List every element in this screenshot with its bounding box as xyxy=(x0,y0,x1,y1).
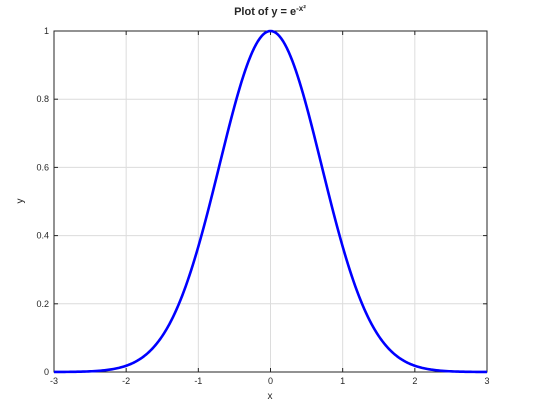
x-tick-label: -3 xyxy=(50,376,58,386)
x-axis-label: x xyxy=(268,391,273,402)
chart-title: Plot of y = e-x² xyxy=(234,4,306,18)
x-tick-label: 2 xyxy=(412,376,417,386)
x-tick-label: 0 xyxy=(268,376,273,386)
y-tick-label: 0 xyxy=(44,367,49,377)
y-tick-label: 0.6 xyxy=(36,162,49,172)
x-tick-label: 3 xyxy=(484,376,489,386)
series-line xyxy=(53,29,488,374)
y-axis-label: y xyxy=(15,199,26,204)
chart-title-main: Plot of y = e xyxy=(234,6,296,18)
x-tick-label: 1 xyxy=(340,376,345,386)
x-tick-label: -2 xyxy=(122,376,130,386)
x-tick-label: -1 xyxy=(194,376,202,386)
tick-labels: -3 -2 -1 0 1 2 3 0 0.2 0.4 0.6 0.8 1 xyxy=(36,26,489,386)
y-tick-label: 0.8 xyxy=(36,94,49,104)
y-tick-label: 1 xyxy=(44,26,49,36)
chart-title-superscript: -x² xyxy=(296,4,306,13)
grid xyxy=(53,30,488,373)
y-tick-label: 0.4 xyxy=(36,231,49,241)
y-tick-label: 0.2 xyxy=(36,299,49,309)
series xyxy=(53,29,488,374)
